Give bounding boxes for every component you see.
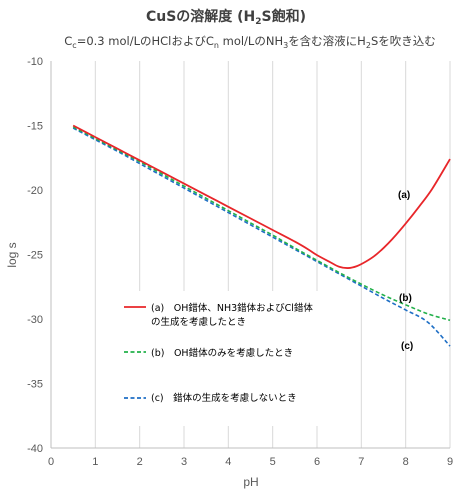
series-lines [72, 124, 451, 347]
chart-subtitle: Cc=0.3 mol/LのHClおよびCn mol/LのNH3を含む溶液にH2S… [64, 34, 436, 50]
x-tick-label: 4 [225, 456, 231, 468]
x-tick-label: 9 [447, 456, 453, 468]
y-tick-label: -35 [27, 379, 43, 391]
series-line-b [72, 126, 451, 322]
x-tick-label: 0 [48, 456, 54, 468]
y-tick-label: -25 [27, 250, 43, 262]
legend-entry-a-line2: の生成を考慮したとき [151, 316, 246, 328]
legend-entry-b: (b) OH錯体のみを考慮したとき [151, 347, 293, 359]
axes [50, 61, 450, 449]
series-label-c: (c) [401, 341, 413, 352]
chart-title: CuSの溶解度 (H2S飽和) [146, 8, 306, 27]
x-tick-label: 7 [358, 456, 364, 468]
y-tick-label: -20 [27, 185, 43, 197]
legend-box [118, 291, 338, 426]
x-tick-label: 5 [270, 456, 276, 468]
y-tick-label: -10 [27, 56, 43, 68]
x-tick-label: 1 [92, 456, 98, 468]
series-label-b: (b) [399, 293, 412, 304]
tick-labels: 0 1 2 3 4 5 6 7 8 9 -10 -15 -20 -25 -30 -35 -40 [27, 56, 453, 468]
x-tick-label: 3 [181, 456, 187, 468]
x-tick-label: 2 [137, 456, 143, 468]
x-tick-label: 6 [314, 456, 320, 468]
series-line-a [72, 124, 451, 269]
y-tick-label: -40 [27, 443, 43, 455]
y-axis-label: log s [5, 242, 19, 267]
x-tick-label: 8 [403, 456, 409, 468]
y-tick-label: -30 [27, 314, 43, 326]
legend: (a) OH錯体、NH3錯体およびCl錯体 の生成を考慮したとき (b) OH錯… [118, 291, 338, 426]
legend-entry-a-line1: (a) OH錯体、NH3錯体およびCl錯体 [151, 302, 313, 314]
legend-entry-c: (c) 錯体の生成を考慮しないとき [151, 392, 297, 404]
series-line-c [72, 127, 451, 347]
y-tick-label: -15 [27, 121, 43, 133]
series-label-a: (a) [398, 190, 410, 201]
x-axis-label: pH [243, 475, 258, 489]
